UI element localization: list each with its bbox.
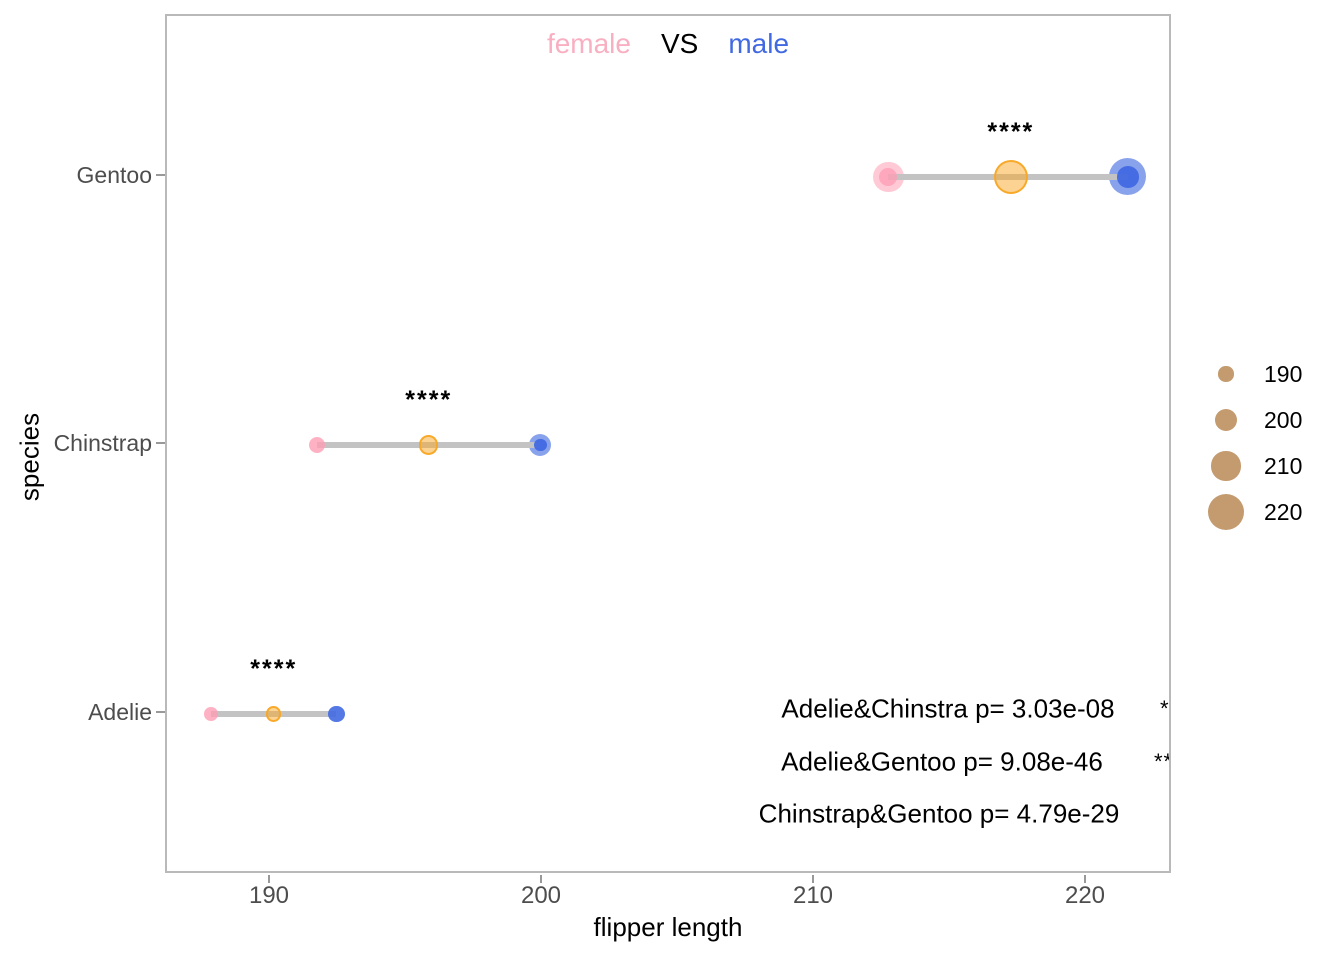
legend-size-circle: [1214, 408, 1238, 432]
mean-point: [266, 706, 282, 722]
size-legend: 190 200 210 220: [1202, 351, 1342, 535]
female-point: [879, 168, 898, 186]
legend-swatch: [1202, 408, 1250, 432]
y-tick-label-adelie: Adelie: [88, 699, 152, 725]
pvalue-annotation: Adelie&Gentoo p= 9.08e-46: [781, 746, 1103, 777]
male-point: [327, 705, 345, 723]
x-tick-mark: [812, 875, 814, 883]
y-tick-mark: [156, 442, 165, 444]
y-tick-mark: [156, 174, 165, 176]
x-tick-label: 190: [248, 882, 290, 909]
significance-stars: ****: [987, 118, 1035, 146]
legend-size-circle: [1208, 494, 1244, 530]
y-tick-label-gentoo: Gentoo: [76, 162, 152, 188]
legend-item: 210: [1202, 443, 1342, 489]
x-tick-mark: [1084, 875, 1086, 883]
x-tick-mark: [540, 875, 542, 883]
legend-label: 210: [1264, 452, 1303, 479]
male-point: [533, 438, 547, 452]
pvalue-annotation: Adelie&Chinstra p= 3.03e-08: [781, 693, 1115, 724]
mean-point: [993, 159, 1028, 194]
significance-stars: ****: [405, 386, 453, 414]
female-point: [204, 707, 219, 721]
legend-label: 190: [1264, 360, 1303, 387]
legend-size-circle: [1218, 366, 1234, 382]
x-tick-label: 210: [792, 882, 834, 909]
legend-item: 220: [1202, 489, 1342, 535]
x-tick-label: 220: [1064, 882, 1106, 909]
legend-label: 200: [1264, 406, 1303, 433]
mean-point: [419, 435, 439, 455]
legend-size-circle: [1211, 451, 1241, 481]
male-point: [1117, 166, 1139, 188]
pvalue-annotation: Chinstrap&Gentoo p= 4.79e-29: [758, 798, 1120, 829]
pvalue-stars: ****: [1160, 696, 1170, 721]
legend-item: 190: [1202, 351, 1342, 397]
legend-label: 220: [1264, 498, 1303, 525]
chart-title: female VS male: [167, 28, 1169, 60]
y-tick-mark: [156, 711, 165, 713]
x-axis-title: flipper length: [593, 912, 743, 942]
female-point: [309, 436, 326, 454]
legend-item: 200: [1202, 397, 1342, 443]
title-vs: VS: [660, 28, 699, 59]
pvalue-stars: ****: [1154, 749, 1169, 774]
title-male: male: [728, 28, 790, 59]
legend-swatch: [1202, 366, 1250, 382]
significance-stars: ****: [250, 655, 298, 683]
legend-swatch: [1202, 451, 1250, 481]
x-tick-label: 200: [520, 882, 562, 909]
plot-panel: female VS male **** **** **** Adelie&Chinst…: [165, 14, 1171, 873]
x-tick-mark: [268, 875, 270, 883]
y-tick-label-chinstrap: Chinstrap: [53, 430, 152, 456]
legend-swatch: [1202, 494, 1250, 530]
title-female: female: [546, 28, 631, 59]
